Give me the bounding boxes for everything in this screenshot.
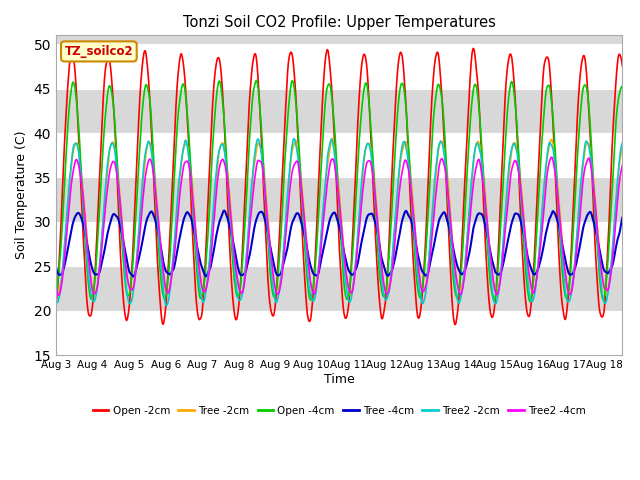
Bar: [56, 222, 622, 266]
Bar: [56, 178, 622, 222]
Bar: [56, 311, 622, 355]
Title: Tonzi Soil CO2 Profile: Upper Temperatures: Tonzi Soil CO2 Profile: Upper Temperatur…: [183, 15, 495, 30]
Bar: [56, 89, 622, 133]
X-axis label: Time: Time: [324, 372, 355, 385]
Bar: [56, 133, 622, 178]
Text: TZ_soilco2: TZ_soilco2: [65, 45, 133, 58]
Bar: [56, 266, 622, 311]
Bar: [56, 44, 622, 89]
Legend: Open -2cm, Tree -2cm, Open -4cm, Tree -4cm, Tree2 -2cm, Tree2 -4cm: Open -2cm, Tree -2cm, Open -4cm, Tree -4…: [88, 402, 590, 420]
Y-axis label: Soil Temperature (C): Soil Temperature (C): [15, 131, 28, 259]
